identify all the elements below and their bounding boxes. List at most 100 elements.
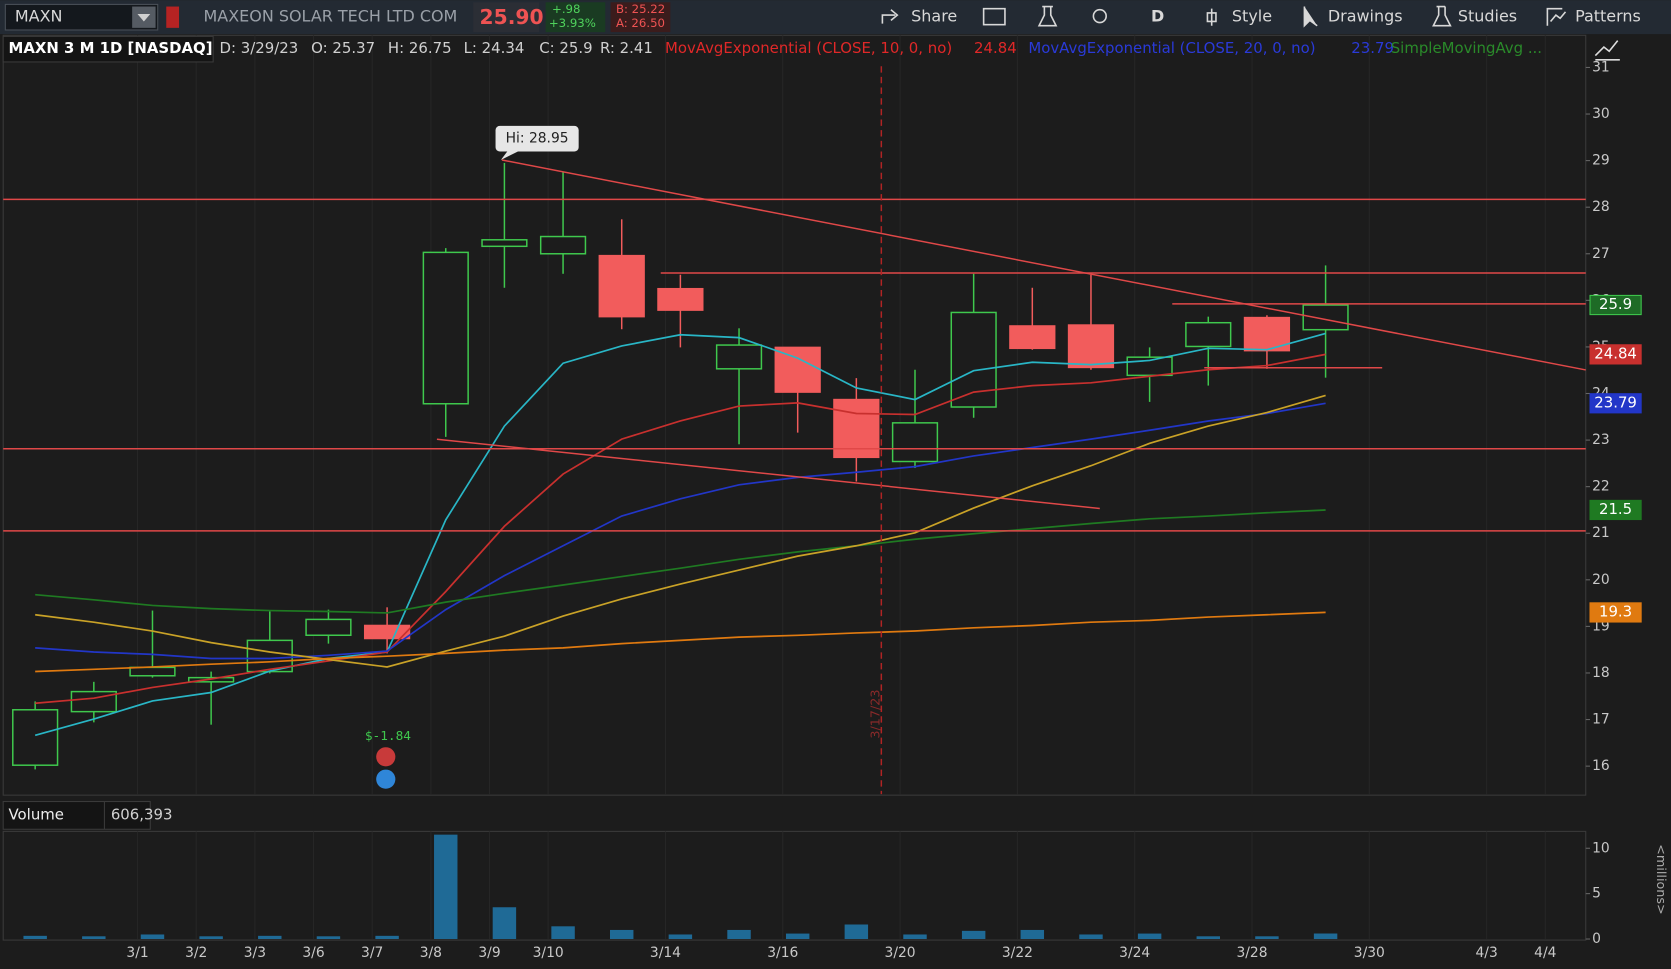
candle-body (422, 251, 469, 405)
bid: B: 25.22 (616, 2, 665, 16)
price-tag-label: 23.79 (1594, 393, 1637, 411)
price-tag (1589, 393, 1642, 414)
candle-body (1302, 304, 1349, 331)
candle-body (657, 287, 704, 311)
y-tick-label: 31 (1592, 59, 1610, 75)
volume-bar (140, 934, 165, 940)
volume-bar (1196, 936, 1221, 940)
drawings-button[interactable]: Drawings (1328, 7, 1403, 26)
volume-bar (551, 926, 575, 940)
y-tick-label: 10 (1592, 840, 1610, 856)
study-value: 23.79 (1351, 39, 1394, 57)
volume-bar (961, 930, 986, 940)
drawings-icon (1303, 6, 1318, 28)
volume-header (2, 801, 151, 830)
header-field: L: 24.34 (464, 39, 525, 57)
x-tick-label: 3/10 (533, 945, 564, 961)
candle-body (598, 254, 645, 318)
candle-body (1009, 325, 1056, 350)
y-tick-label: 23 (1592, 432, 1610, 448)
volume-bar (23, 935, 47, 940)
aggregation-button[interactable]: D (1151, 7, 1164, 26)
study-name[interactable]: MovAvgExponential (CLOSE, 10, 0, no) (665, 39, 952, 57)
patterns-button[interactable]: Patterns (1575, 7, 1641, 26)
study-name[interactable]: MovAvgExponential (CLOSE, 20, 0, no) (1028, 39, 1315, 57)
y-tick-label: 18 (1592, 665, 1610, 681)
candle-body (481, 239, 528, 248)
y-tick-label: 30 (1592, 106, 1610, 122)
study-line (35, 402, 1326, 660)
drawings (3, 66, 1586, 795)
company: MAXEON SOLAR TECH LTD COM (204, 7, 458, 26)
date-marker-label: 3/17/23 (868, 689, 883, 738)
earnings-icon[interactable] (376, 747, 396, 767)
share-button[interactable]: Share (911, 7, 957, 26)
candle-body (1185, 321, 1232, 348)
x-tick-label: 3/16 (767, 945, 798, 961)
patterns-icon (1546, 7, 1567, 26)
style-button[interactable]: Style (1232, 7, 1272, 26)
candle-body (833, 398, 880, 459)
info-icon[interactable] (376, 769, 396, 789)
study-line (35, 353, 1326, 705)
x-tick-label: 3/24 (1119, 945, 1150, 961)
expand-icon[interactable] (1594, 40, 1620, 61)
alert-flag[interactable] (166, 6, 180, 28)
volume-bar (375, 935, 399, 940)
header-row: MAXN 3 M 1D [NASDAQ] D: 3/29/23 O: 25.37… (2, 35, 1620, 63)
y-tick-label: 27 (1592, 246, 1610, 262)
change-pct: +3.93% (549, 16, 596, 30)
y-tick-label: 22 (1592, 479, 1610, 495)
header-field: C: 25.9 (539, 39, 592, 57)
chart-title: MAXN 3 M 1D [NASDAQ] (9, 39, 213, 57)
price-tag (1589, 499, 1642, 521)
y-tick-label: 21 (1592, 525, 1610, 541)
y-tick-label: 16 (1592, 758, 1610, 774)
volume-label: Volume (9, 805, 64, 823)
y-tick-label: 17 (1592, 712, 1610, 728)
study-line (35, 611, 1326, 673)
candle-body (539, 235, 587, 255)
header-field: H: 26.75 (388, 39, 452, 57)
volume-bar (1137, 933, 1162, 940)
candle-body (12, 709, 59, 766)
candle-body (891, 422, 939, 463)
plot (12, 35, 1546, 940)
x-tick-label: 3/20 (885, 945, 916, 961)
study-line (35, 394, 1326, 668)
y-tick-label: 0 (1592, 931, 1601, 947)
style-icon (1206, 8, 1217, 26)
candle-body (1067, 324, 1115, 369)
symbol[interactable]: MAXN (15, 7, 63, 26)
volume-units: <millions> (1653, 844, 1668, 915)
study-name[interactable]: SimpleMovingAvg ... (1391, 39, 1542, 57)
header-box (2, 35, 214, 63)
high-label: Hi: 28.95 (506, 131, 569, 147)
volume-bar (492, 907, 517, 940)
flask-icon (1037, 5, 1058, 27)
last-price: 25.90 (480, 5, 544, 29)
volume-bar (82, 936, 106, 940)
snapshot-icon (982, 7, 1006, 26)
study-line (34, 332, 1326, 737)
candle-body (774, 346, 821, 393)
price-panel (2, 34, 1587, 796)
volume-bar (258, 935, 282, 940)
studies-button[interactable]: Studies (1458, 7, 1517, 26)
volume-bar (316, 936, 341, 940)
header-field: O: 25.37 (311, 39, 375, 57)
volume-bar (199, 936, 223, 940)
toolbar-buttons (881, 5, 1567, 28)
toolbar (0, 0, 1671, 35)
pnl-label: $-1.84 (365, 729, 411, 744)
price-tag-label: 24.84 (1594, 344, 1637, 362)
high-callout (495, 125, 579, 152)
volume-bar (1255, 936, 1279, 940)
price-tag (1589, 294, 1642, 316)
x-tick-label: 4/3 (1475, 945, 1497, 961)
chart-background (0, 34, 1671, 969)
x-tick-label: 3/7 (361, 945, 383, 961)
volume-bar (844, 924, 869, 940)
x-tick-label: 3/30 (1354, 945, 1385, 961)
x-tick-label: 3/22 (1002, 945, 1033, 961)
